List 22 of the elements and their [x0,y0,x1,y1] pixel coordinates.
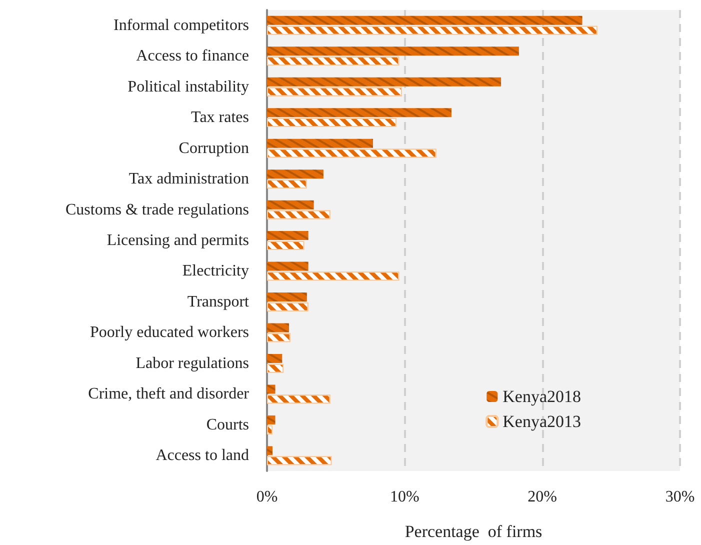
y-tick-label: Political instability [128,78,249,96]
y-tick-label: Corruption [178,140,249,157]
y-tick-label: Electricity [182,262,249,280]
y-tick-label: Access to finance [136,48,249,65]
y-tick-label: Crime, theft and disorder [88,386,250,403]
x-tick-label: 0% [256,488,278,506]
y-tick-label: Customs & trade regulations [65,201,249,218]
y-tick-label: Access to land [156,447,249,464]
legend-label: Kenya2018 [502,387,582,406]
y-tick-label: Informal competitors [113,16,249,34]
y-tick-label: Tax administration [128,170,249,188]
y-tick-label: Courts [206,416,249,434]
y-tick-label: Labor regulations [136,354,249,372]
y-tick-label: Transport [187,293,250,310]
legend-label: Kenya2013 [502,412,582,431]
y-tick-label: Poorly educated workers [90,324,249,342]
x-tick-label: 30% [665,488,695,506]
x-tick-label: 10% [390,488,420,506]
x-axis-title: Percentage of firms [404,522,542,541]
x-tick-label: 20% [528,488,557,506]
y-tick-label: Licensing and permits [106,232,249,249]
y-tick-label: Tax rates [191,109,249,126]
